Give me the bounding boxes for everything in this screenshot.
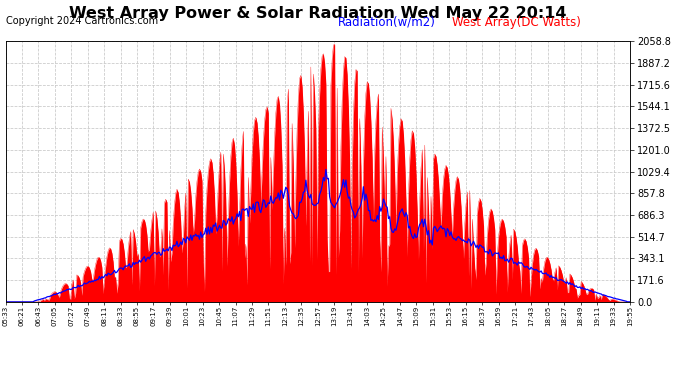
Text: Copyright 2024 Cartronics.com: Copyright 2024 Cartronics.com — [6, 16, 157, 26]
Text: Radiation(w/m2): Radiation(w/m2) — [338, 16, 436, 29]
Text: West Array(DC Watts): West Array(DC Watts) — [452, 16, 581, 29]
Text: West Array Power & Solar Radiation Wed May 22 20:14: West Array Power & Solar Radiation Wed M… — [68, 6, 566, 21]
